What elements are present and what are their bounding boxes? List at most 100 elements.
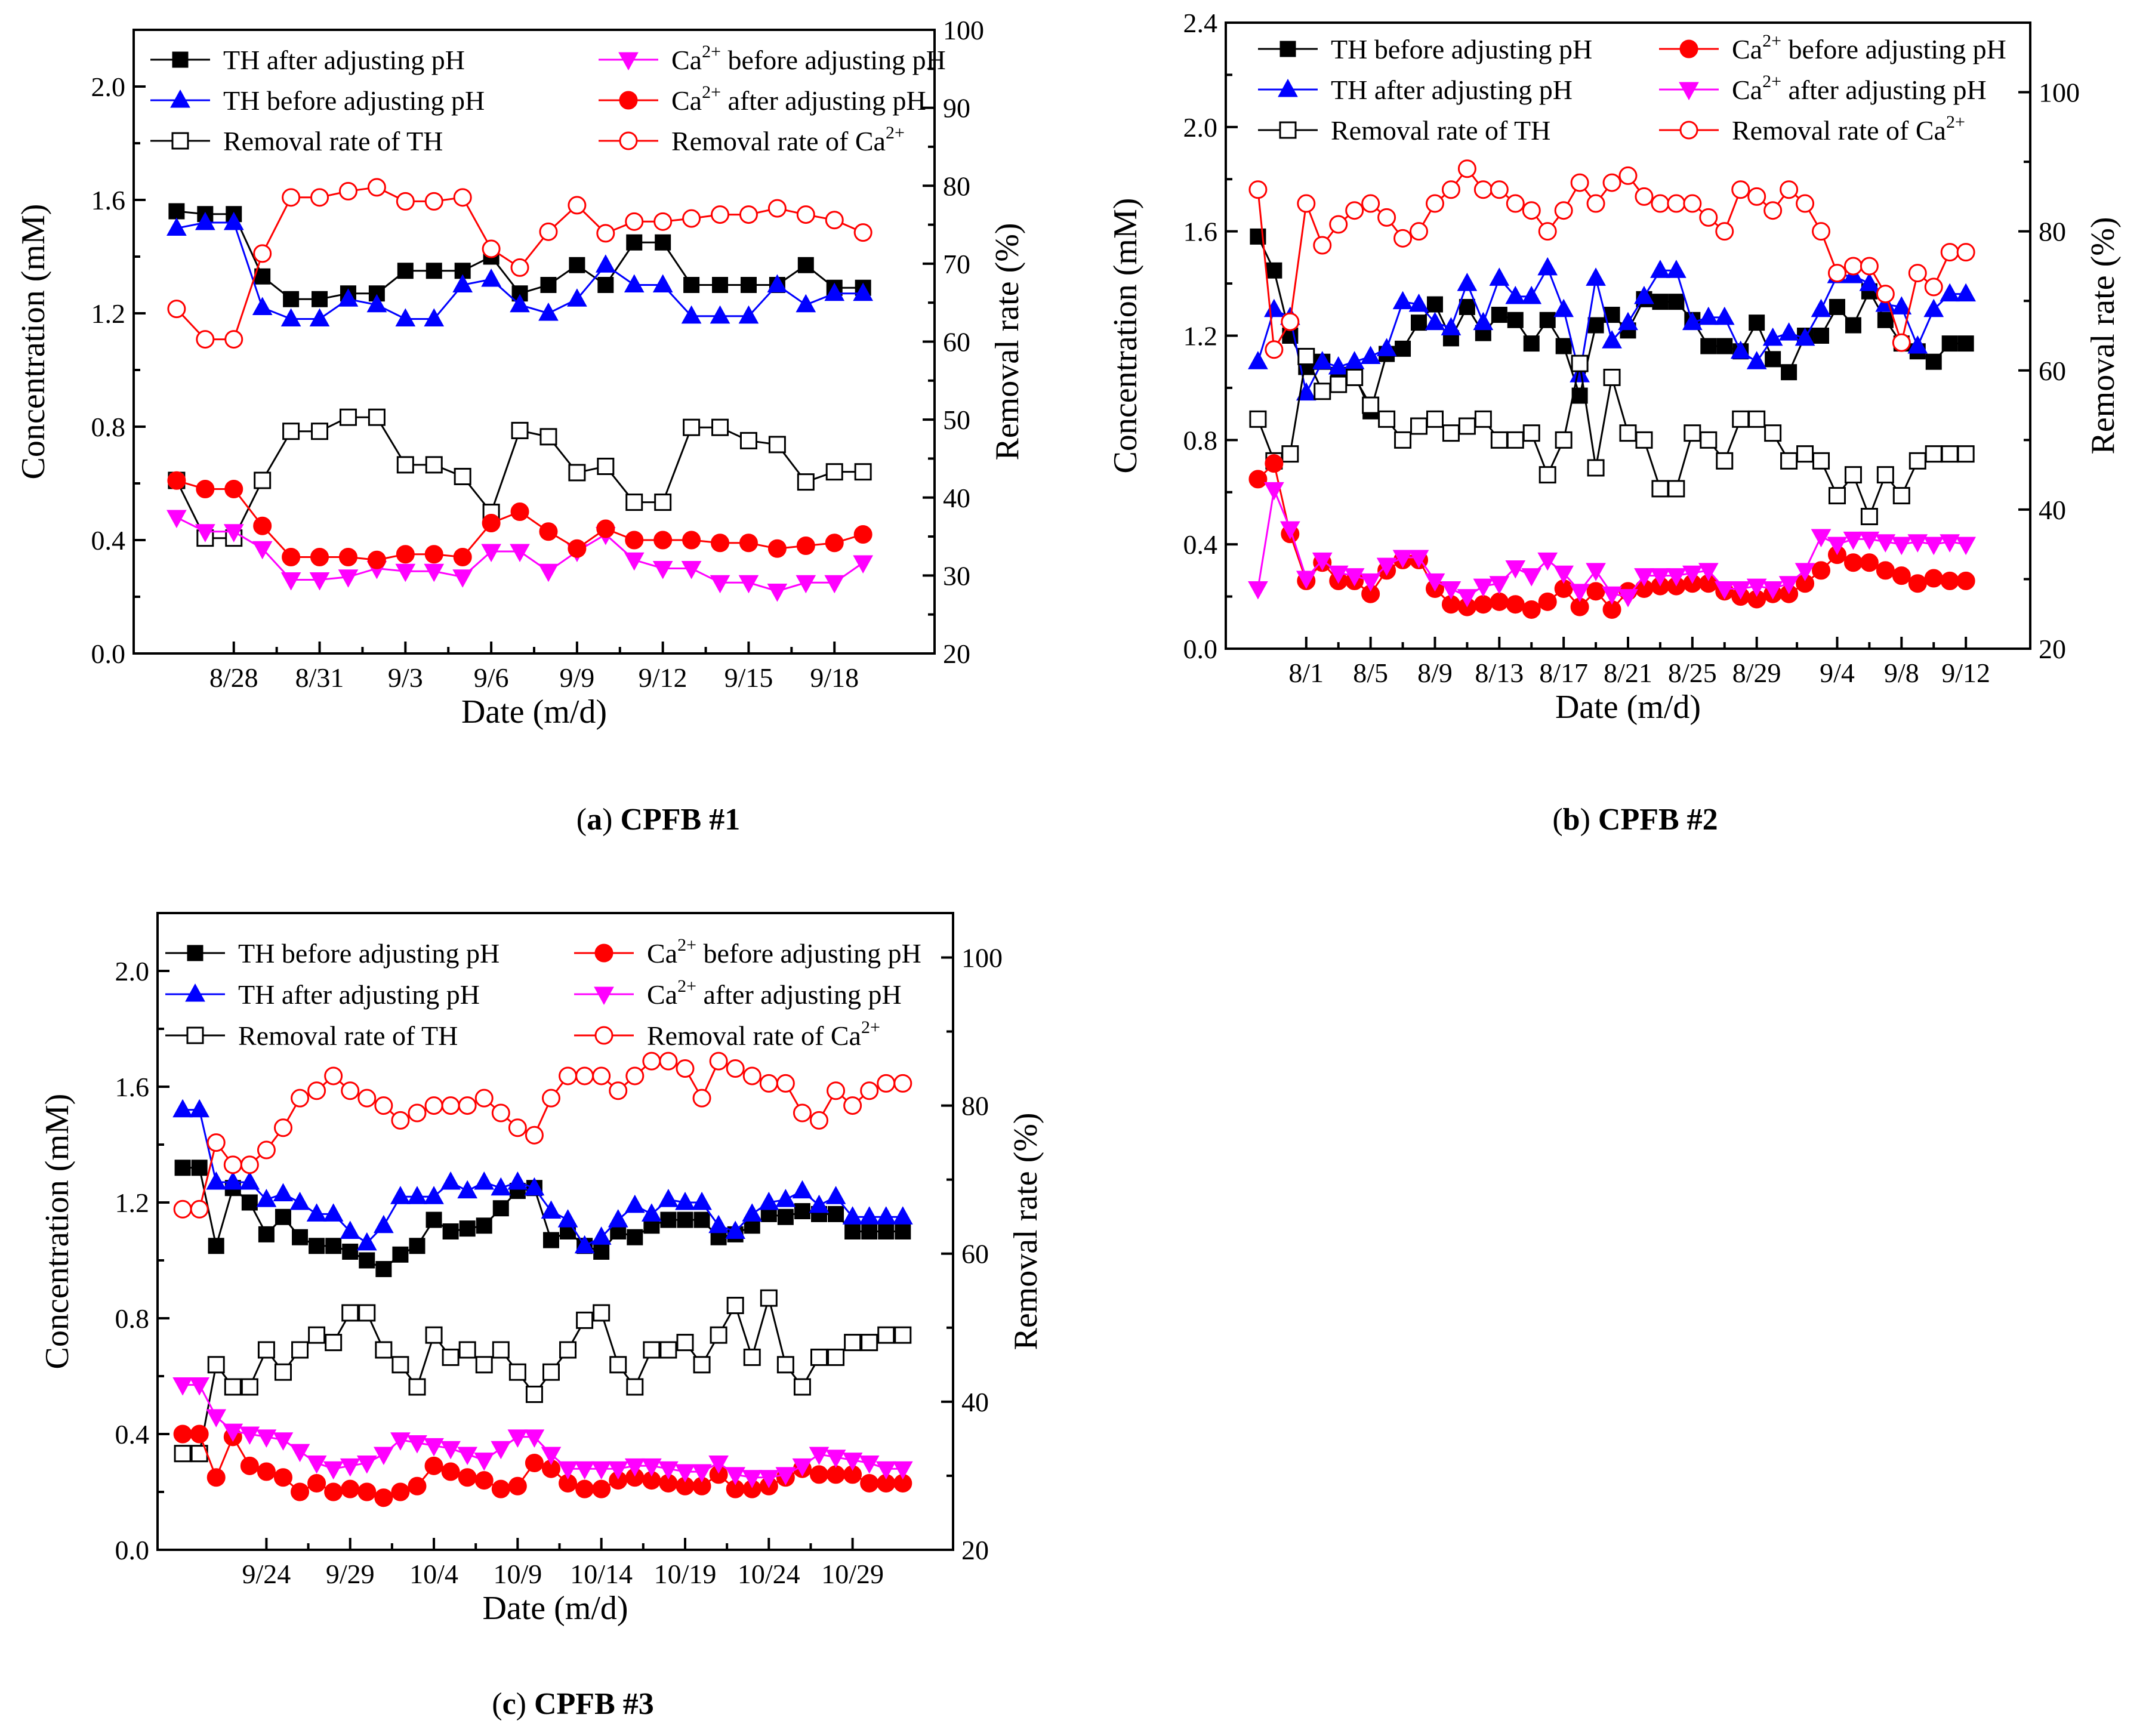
series-line: [1257, 486, 1966, 598]
data-point: [1425, 312, 1445, 331]
x-tick-label: 10/4: [409, 1559, 458, 1589]
data-point: [168, 203, 185, 220]
data-point: [1923, 298, 1944, 317]
data-point: [1264, 482, 1284, 501]
legend-label: Removal rate of Ca2+: [671, 123, 905, 156]
data-point: [482, 514, 501, 532]
data-point: [1490, 431, 1508, 449]
y-tick-label: 2.0: [1183, 112, 1218, 143]
x-tick-label: 8/1: [1288, 658, 1324, 688]
data-point: [725, 1467, 746, 1485]
data-point: [538, 302, 559, 321]
x-tick-label: 9/15: [724, 662, 773, 693]
data-point: [739, 205, 758, 224]
data-point: [1875, 534, 1896, 553]
data-point: [476, 1217, 492, 1234]
data-point: [1587, 317, 1604, 334]
data-point: [1490, 180, 1509, 199]
data-point: [196, 480, 215, 498]
data-point: [274, 1363, 292, 1381]
data-point: [683, 277, 700, 293]
data-point: [1666, 260, 1686, 278]
data-point: [1699, 208, 1718, 227]
legend-label: Removal rate of TH: [1331, 115, 1550, 146]
data-point: [390, 1432, 411, 1451]
data-point: [1249, 410, 1267, 428]
legend-label: Ca2+ before adjusting pH: [1732, 31, 2006, 64]
data-point: [223, 1155, 242, 1174]
data-point: [254, 471, 272, 489]
data-point: [206, 1409, 227, 1427]
data-point: [258, 1226, 275, 1242]
y-tick-label: 1.2: [115, 1188, 150, 1218]
data-point: [676, 1334, 694, 1352]
x-tick-label: 9/9: [560, 662, 595, 693]
data-point: [792, 1458, 813, 1477]
data-point: [1666, 568, 1686, 587]
legend-label-main: Ca: [671, 45, 702, 75]
data-point: [895, 1223, 911, 1239]
data-point: [441, 1096, 460, 1115]
data-point: [591, 1461, 612, 1480]
data-point: [1940, 283, 1960, 302]
data-point: [391, 1111, 410, 1130]
legend-label: Ca2+ after adjusting pH: [1732, 72, 1987, 105]
data-point: [1505, 560, 1526, 579]
data-point: [1763, 201, 1783, 220]
data-point: [1426, 296, 1443, 313]
x-tick-label: 9/12: [1941, 658, 1990, 688]
legend-label-main: TH before adjusting pH: [238, 938, 500, 969]
data-point: [1956, 571, 1975, 590]
legend-label-superscript: 2+: [702, 82, 721, 102]
data-point: [1361, 194, 1380, 213]
data-point: [1602, 173, 1621, 192]
data-point: [195, 211, 215, 230]
series-removal-rate-of-th: [174, 1289, 912, 1463]
legend-marker: [594, 1026, 613, 1045]
data-point: [539, 522, 558, 541]
legend-marker: [1679, 82, 1699, 101]
data-point: [825, 1186, 846, 1204]
data-point: [825, 463, 843, 481]
y2-tick-label: 80: [2039, 217, 2066, 247]
legend-label: Ca2+ after adjusting pH: [647, 976, 902, 1010]
data-point: [1700, 431, 1718, 449]
data-point: [457, 1180, 478, 1199]
data-point: [291, 1482, 310, 1501]
series-removal-rate-of-ca2-: [173, 1052, 912, 1219]
legend-label-rest: before adjusting pH: [696, 938, 921, 969]
data-point: [1411, 314, 1427, 331]
data-point: [1571, 354, 1589, 372]
data-point: [1716, 452, 1734, 470]
data-point: [424, 192, 443, 211]
data-point: [1279, 521, 1300, 539]
legend-marker: [187, 945, 204, 961]
data-point: [223, 524, 244, 542]
data-point: [658, 1461, 679, 1480]
data-point: [1859, 273, 1880, 291]
legend-label-main: TH after adjusting pH: [238, 979, 480, 1010]
data-point: [825, 211, 844, 230]
data-point: [1634, 285, 1654, 304]
data-point: [358, 1304, 376, 1322]
data-point: [710, 305, 730, 324]
legend-label: TH before adjusting pH: [223, 85, 485, 116]
data-point: [1570, 364, 1590, 383]
data-point: [875, 1206, 896, 1225]
series-th-before-adjusting-ph: [174, 1160, 911, 1278]
caption-paren-open: (: [576, 803, 587, 837]
data-point: [306, 1203, 327, 1222]
data-point: [357, 1482, 377, 1501]
data-point: [1538, 592, 1557, 611]
data-point: [677, 1211, 693, 1228]
legend-label: TH after adjusting pH: [1331, 75, 1573, 105]
data-point: [574, 1235, 595, 1254]
data-point: [424, 308, 445, 326]
data-point: [711, 534, 730, 553]
data-point: [291, 1089, 310, 1108]
data-point: [709, 1052, 728, 1071]
data-point: [359, 1252, 375, 1269]
legend-label-superscript: 2+: [1762, 72, 1781, 91]
data-point: [1891, 296, 1912, 314]
data-point: [442, 1348, 460, 1366]
